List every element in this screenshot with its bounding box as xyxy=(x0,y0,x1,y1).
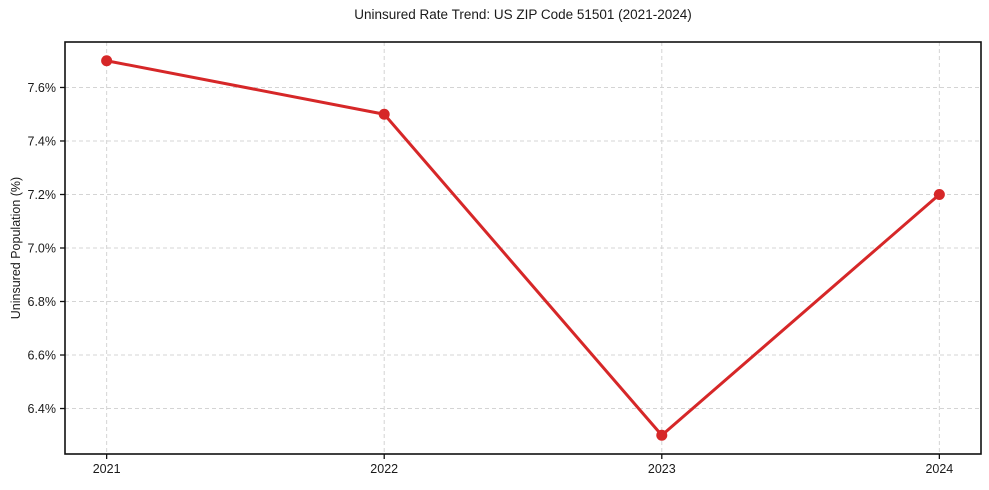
data-point-marker xyxy=(378,108,390,120)
x-tick-label: 2023 xyxy=(648,462,676,476)
y-tick-label: 6.8% xyxy=(28,295,57,309)
x-tick-label: 2021 xyxy=(93,462,121,476)
data-line xyxy=(105,59,941,437)
y-tick-label: 7.6% xyxy=(28,81,57,95)
y-tick-label: 7.4% xyxy=(28,134,57,148)
y-tick-label: 7.2% xyxy=(28,188,57,202)
y-tick-label: 6.6% xyxy=(28,349,57,363)
y-tick-label: 6.4% xyxy=(28,402,57,416)
data-point-marker xyxy=(101,55,113,67)
data-point-marker xyxy=(933,188,945,200)
x-tick-label: 2024 xyxy=(925,462,953,476)
x-tick-label: 2022 xyxy=(370,462,398,476)
chart-title: Uninsured Rate Trend: US ZIP Code 51501 … xyxy=(354,7,692,22)
y-tick-label: 7.0% xyxy=(28,242,57,256)
data-point-marker xyxy=(656,429,668,441)
